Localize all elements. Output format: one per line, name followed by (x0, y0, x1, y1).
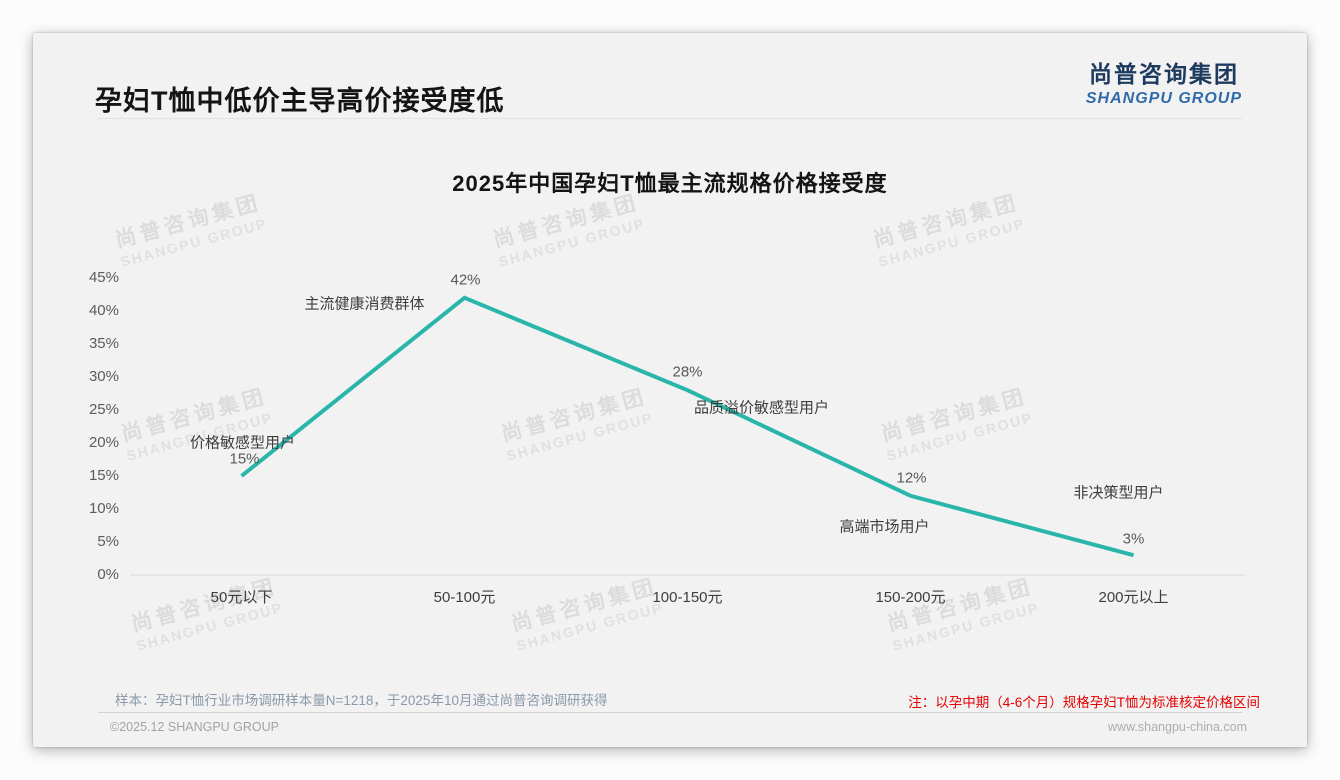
x-axis-category-label: 50-100元 (433, 589, 496, 606)
y-axis-tick-label: 30% (88, 368, 119, 385)
website-url: www.shangpu-china.com (1108, 720, 1247, 734)
data-point-label: 12% (896, 469, 927, 487)
company-logo: 尚普咨询集团 SHANGPU GROUP (1086, 55, 1242, 108)
y-axis-tick-label: 45% (88, 269, 119, 286)
x-axis-category-label: 50元以下 (210, 589, 273, 606)
methodology-note: 注：以孕中期（4-6个月）规格孕妇T恤为标准核定价格区间 (908, 695, 1260, 710)
x-axis-category-label: 150-200元 (875, 589, 946, 606)
segment-annotation: 价格敏感型用户 (189, 434, 296, 452)
logo-english-text: SHANGPU GROUP (1085, 90, 1242, 107)
x-axis-category-label: 200元以上 (1098, 589, 1169, 606)
segment-annotation: 高端市场用户 (839, 518, 930, 536)
header-divider (98, 118, 1242, 119)
y-axis-tick-label: 40% (88, 302, 119, 319)
y-axis-tick-label: 15% (88, 467, 119, 484)
segment-annotation: 非决策型用户 (1073, 484, 1164, 502)
data-point-label: 3% (1122, 530, 1145, 548)
chart-canvas (130, 295, 1245, 576)
slide-card: 尚普咨询集团 SHANGPU GROUP 尚普咨询集团 SHANGPU GROUP 尚普… (33, 33, 1307, 747)
data-point-label: 15% (229, 450, 260, 468)
y-axis-tick-label: 0% (97, 566, 119, 583)
price-acceptance-line (240, 295, 1135, 558)
y-axis-tick-label: 20% (88, 434, 119, 451)
segment-annotation: 主流健康消费群体 (304, 295, 425, 313)
chart-title: 2025年中国孕妇T恤最主流规格价格接受度 (452, 171, 888, 196)
segment-annotation: 品质溢价敏感型用户 (693, 399, 830, 417)
y-axis-tick-label: 10% (88, 500, 119, 517)
data-point-label: 42% (450, 271, 481, 289)
data-point-label: 28% (672, 363, 703, 381)
plot-area: 45% 40% 35% 30% 25% 20% 15% 10% 5% 0% 50元以下 50-100元… (33, 33, 1307, 747)
footer-divider (98, 712, 1242, 713)
y-axis-tick-label: 5% (97, 533, 119, 550)
logo-chinese-text: 尚普咨询集团 (1088, 61, 1239, 87)
y-axis-tick-label: 25% (88, 401, 119, 418)
x-axis-category-label: 100-150元 (652, 589, 723, 606)
copyright-text: ©2025.12 SHANGPU GROUP (110, 720, 279, 734)
y-axis-tick-label: 35% (88, 335, 119, 352)
sample-note: 样本：孕妇T恤行业市场调研样本量N=1218，于2025年10月通过尚普咨询调研… (115, 693, 608, 708)
page-title: 孕妇T恤中低价主导高价接受度低 (95, 86, 505, 116)
